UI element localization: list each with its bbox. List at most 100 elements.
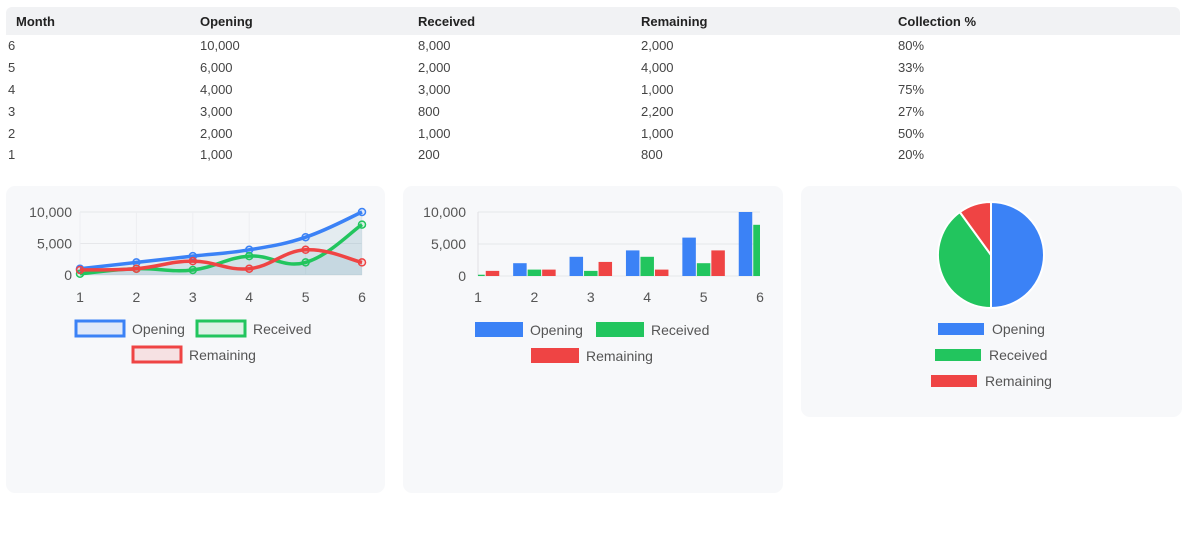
pie-slice-remaining bbox=[958, 200, 992, 259]
y-tick-label: 5,000 bbox=[37, 236, 72, 252]
table-row: 5 6,000 2,000 4,000 33% bbox=[6, 57, 1180, 79]
series-area-opening bbox=[80, 212, 362, 275]
table-cell: 4,000 bbox=[200, 81, 233, 97]
x-tick-label: 4 bbox=[643, 289, 651, 305]
legend-label: Opening bbox=[132, 321, 185, 337]
line-chart-card: 0 5,000 10,000 1 2 3 4 5 6 Opening Received Remaini… bbox=[6, 186, 385, 493]
bar-remaining bbox=[711, 250, 725, 276]
y-tick-label: 10,000 bbox=[29, 204, 72, 220]
pie-chart-card: Opening Received Remaining bbox=[801, 186, 1182, 417]
table-cell: 8,000 bbox=[418, 38, 451, 54]
y-tick-label: 0 bbox=[458, 268, 466, 284]
bar-opening bbox=[738, 212, 753, 276]
data-point bbox=[75, 265, 85, 275]
legend-swatch bbox=[931, 375, 977, 387]
series-line-opening bbox=[79, 210, 363, 271]
x-tick-label: 3 bbox=[189, 289, 197, 305]
header-received: Received bbox=[418, 13, 476, 29]
legend-swatch bbox=[938, 323, 984, 335]
bar-received bbox=[753, 224, 760, 276]
legend-swatch bbox=[131, 345, 183, 364]
legend-label: Received bbox=[253, 321, 311, 337]
table-cell: 80% bbox=[898, 38, 925, 54]
data-point bbox=[357, 258, 367, 267]
bar-opening bbox=[682, 237, 696, 276]
data-point bbox=[301, 245, 310, 255]
table-cell: 2,000 bbox=[418, 60, 451, 76]
x-tick-label: 2 bbox=[531, 289, 539, 305]
legend-label: Remaining bbox=[189, 347, 256, 363]
y-tick-label: 10,000 bbox=[423, 204, 466, 220]
legend-label: Opening bbox=[992, 321, 1045, 337]
table-cell: 3,000 bbox=[418, 81, 451, 97]
table-row: 3 3,000 800 2,200 27% bbox=[6, 100, 1180, 122]
bar-chart: 0 5,000 10,000 1 2 3 4 5 6 Opening Received Remaini… bbox=[423, 204, 764, 364]
table-cell: 1,000 bbox=[641, 81, 674, 97]
table-row: 2 2,000 1,000 1,000 50% bbox=[6, 122, 1180, 144]
y-tick-label: 0 bbox=[64, 267, 72, 283]
table-row: 1 1,000 200 800 20% bbox=[6, 144, 1180, 166]
table-cell: 33% bbox=[898, 60, 925, 76]
data-point bbox=[244, 251, 254, 261]
data-point bbox=[188, 265, 198, 275]
bar-received bbox=[478, 274, 485, 276]
bar-remaining bbox=[485, 270, 500, 276]
header-remaining: Remaining bbox=[641, 13, 708, 29]
y-tick-label: 5,000 bbox=[431, 236, 466, 252]
legend-swatch bbox=[475, 322, 523, 337]
bar-remaining bbox=[542, 269, 556, 276]
x-tick-label: 5 bbox=[302, 289, 310, 305]
pie-slice-received bbox=[937, 210, 992, 310]
table-cell: 1,000 bbox=[641, 125, 674, 141]
bar-received bbox=[640, 256, 654, 276]
data-point bbox=[357, 220, 367, 229]
legend-swatch bbox=[596, 322, 644, 337]
bar-chart-card: 0 5,000 10,000 1 2 3 4 5 6 Opening Received Remaini… bbox=[403, 186, 783, 493]
data-table-wrap: Month Opening Received Remaining Collect… bbox=[6, 7, 1180, 166]
table-cell: 6 bbox=[8, 38, 16, 54]
x-tick-label: 4 bbox=[245, 289, 253, 305]
table-header-row: Month Opening Received Remaining Collect… bbox=[6, 7, 1180, 35]
x-tick-label: 3 bbox=[587, 289, 595, 305]
table-cell: 3 bbox=[8, 103, 16, 119]
table-cell: 50% bbox=[898, 125, 925, 141]
table-cell: 1,000 bbox=[200, 147, 233, 163]
legend-label: Remaining bbox=[985, 373, 1052, 389]
x-tick-label: 6 bbox=[358, 289, 366, 305]
bar-opening bbox=[625, 250, 640, 276]
table-cell: 6,000 bbox=[200, 60, 233, 76]
x-tick-label: 1 bbox=[474, 289, 482, 305]
bar-opening bbox=[569, 256, 584, 276]
data-point bbox=[244, 264, 254, 273]
legend-swatch bbox=[531, 348, 579, 363]
data-point bbox=[188, 256, 198, 266]
data-point bbox=[301, 258, 310, 267]
x-tick-label: 1 bbox=[76, 289, 84, 305]
table-cell: 75% bbox=[898, 81, 925, 97]
table-cell: 1 bbox=[8, 147, 16, 163]
legend-swatch bbox=[74, 319, 126, 338]
data-point bbox=[301, 232, 310, 242]
table-cell: 20% bbox=[898, 147, 925, 163]
bar-received bbox=[696, 263, 711, 276]
table-cell: 2 bbox=[8, 125, 16, 141]
table-cell: 2,200 bbox=[641, 103, 674, 119]
x-tick-label: 5 bbox=[700, 289, 708, 305]
table-cell: 2,000 bbox=[641, 38, 674, 54]
pie-slice-opening bbox=[990, 200, 1045, 310]
table-cell: 27% bbox=[898, 103, 925, 119]
legend-label: Opening bbox=[530, 322, 583, 338]
table-cell: 800 bbox=[641, 147, 663, 163]
table-cell: 1,000 bbox=[418, 125, 451, 141]
bar-received bbox=[584, 270, 598, 276]
bar-opening bbox=[513, 263, 527, 276]
header-collection: Collection % bbox=[898, 13, 977, 29]
table-row: 4 4,000 3,000 1,000 75% bbox=[6, 79, 1180, 101]
x-tick-label: 6 bbox=[756, 289, 764, 305]
line-chart: 0 5,000 10,000 1 2 3 4 5 6 Opening Received Remaini… bbox=[29, 204, 367, 364]
header-month: Month bbox=[16, 13, 55, 29]
table-cell: 200 bbox=[418, 147, 440, 163]
table-cell: 2,000 bbox=[200, 125, 233, 141]
bar-received bbox=[527, 269, 542, 276]
x-tick-label: 2 bbox=[133, 289, 141, 305]
